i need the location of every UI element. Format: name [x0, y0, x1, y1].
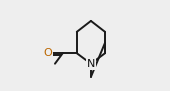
Text: N: N — [87, 59, 95, 69]
Text: O: O — [43, 48, 52, 58]
